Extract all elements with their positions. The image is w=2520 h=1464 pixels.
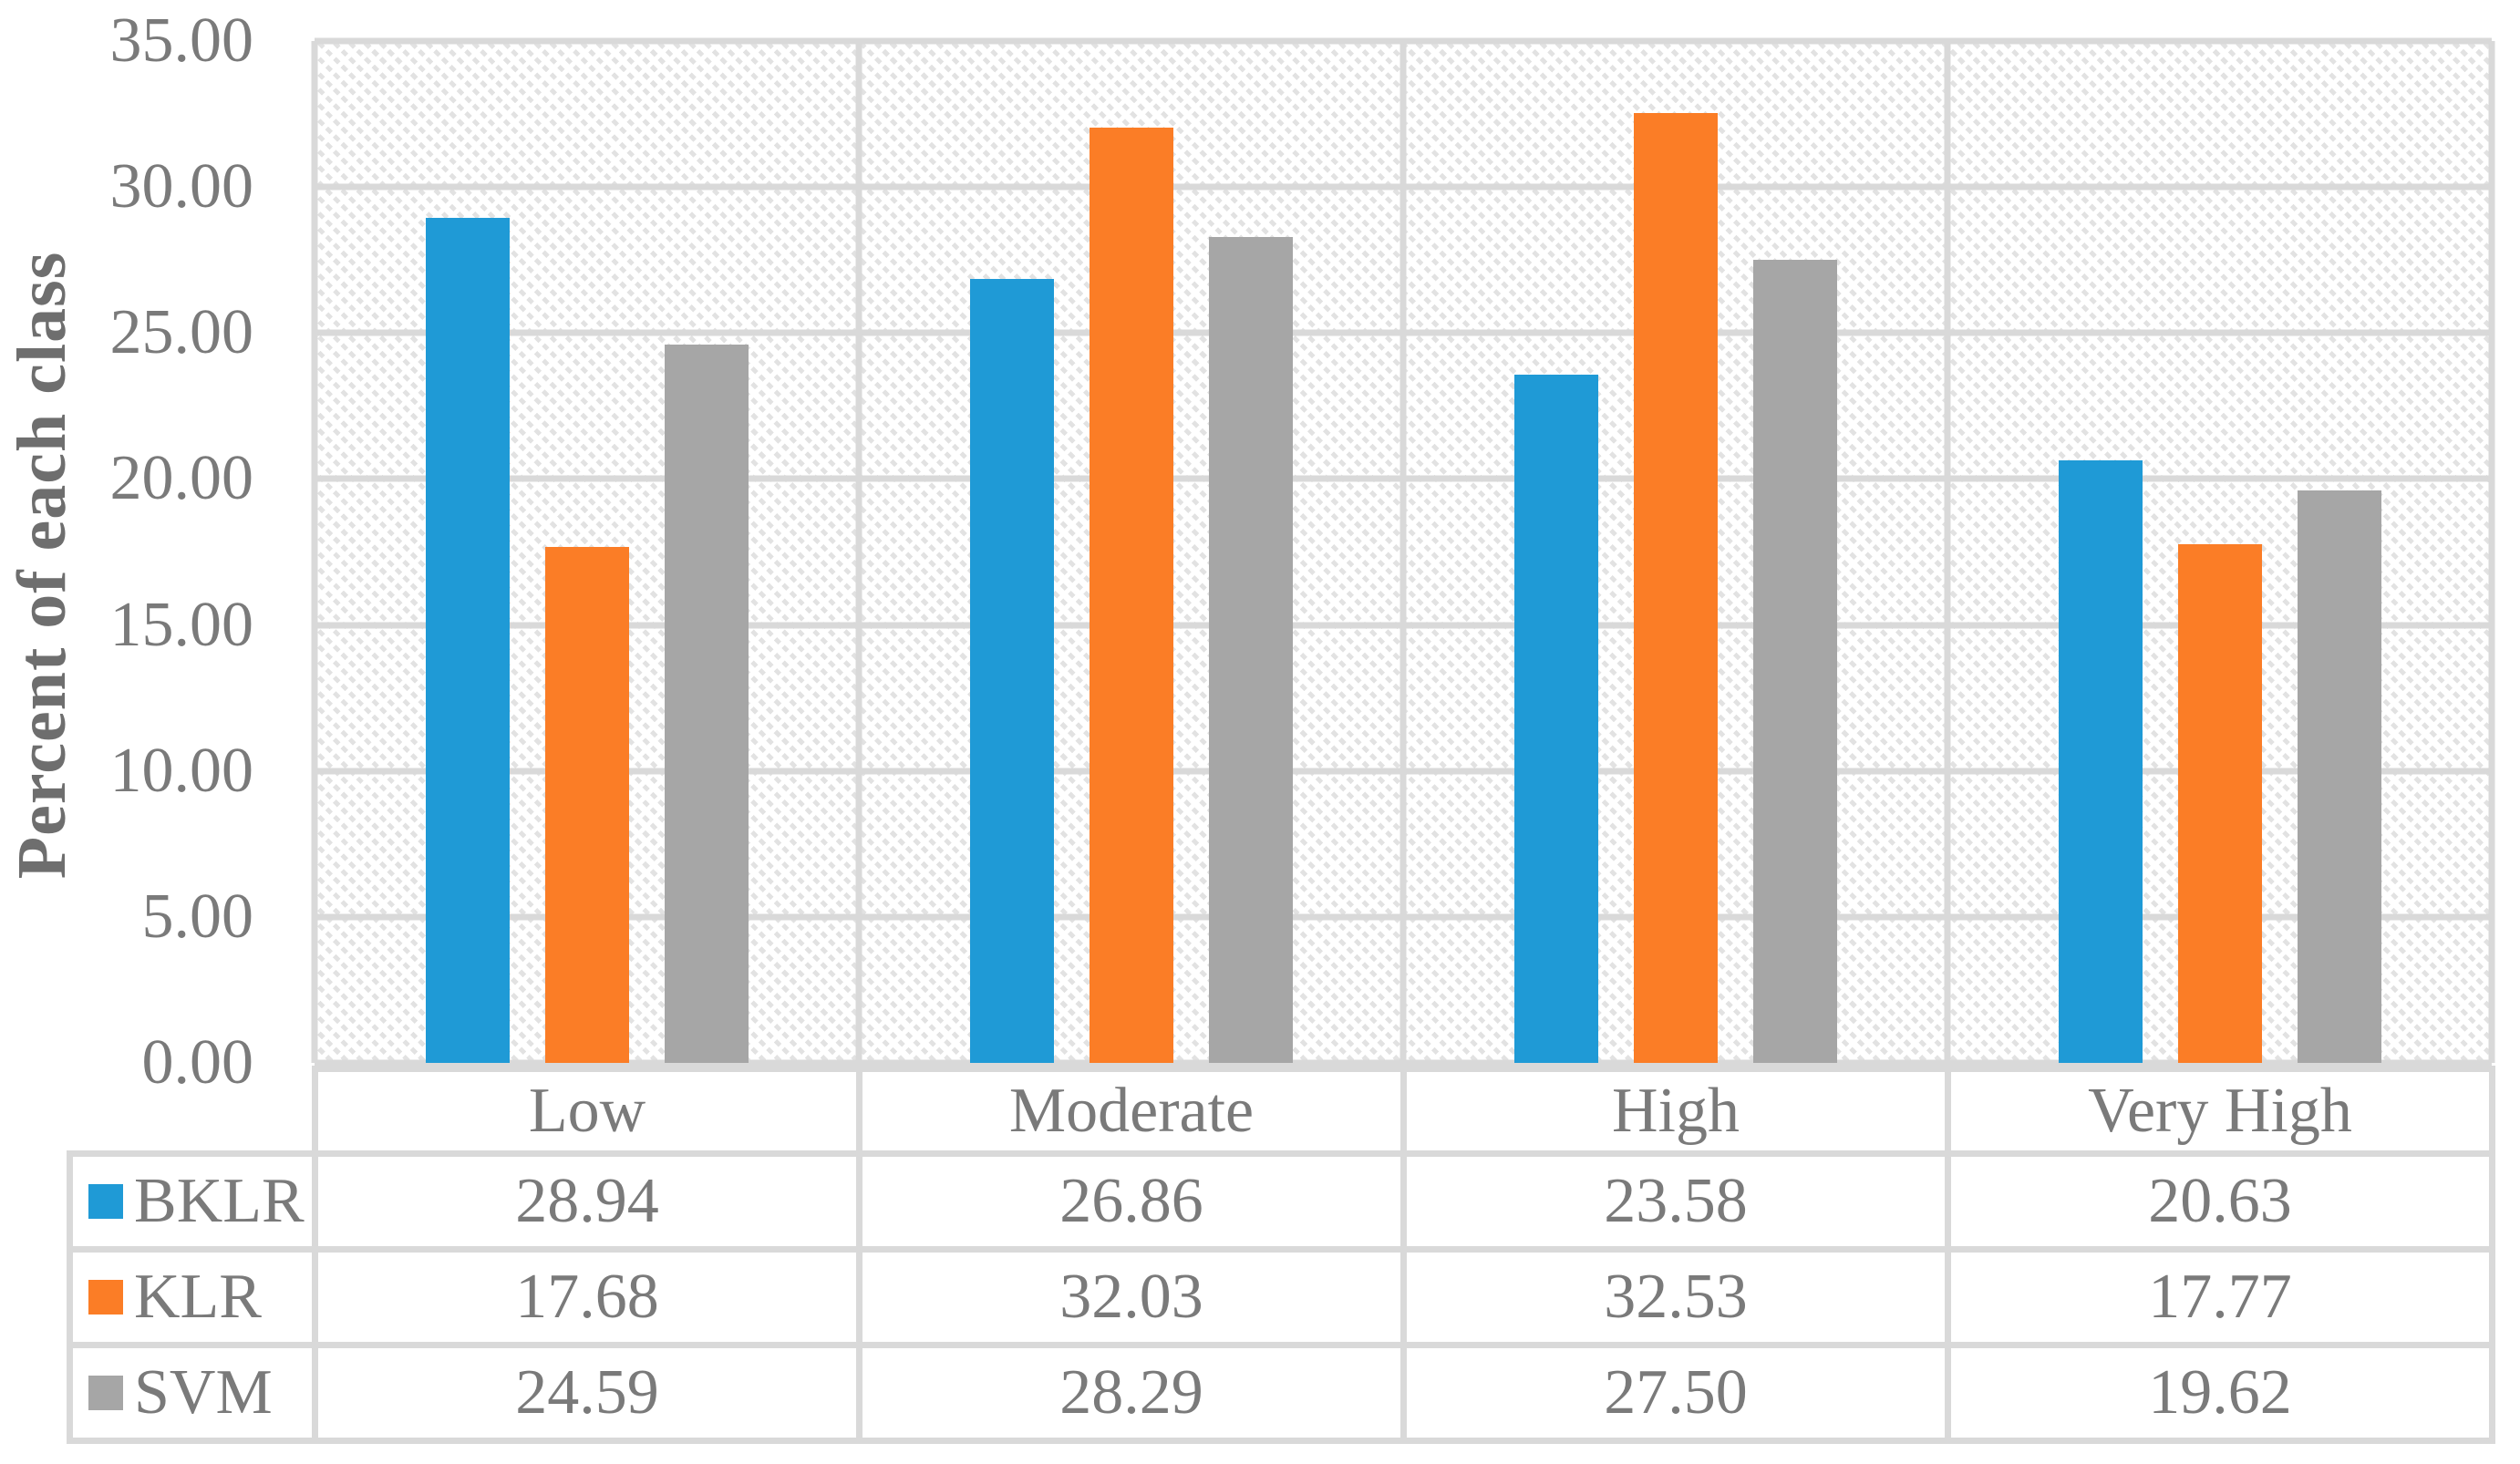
value-cell-svm-moderate: 28.29	[856, 1342, 1407, 1444]
bar-bklr-moderate	[969, 278, 1054, 1063]
legend-cell-klr: KLR	[67, 1246, 318, 1348]
category-header-low: Low	[312, 1066, 862, 1157]
vertical-gridline	[855, 41, 862, 1063]
bar-svm-low	[664, 345, 749, 1063]
vertical-gridline	[311, 41, 318, 1063]
legend-cell-svm: SVM	[67, 1342, 318, 1444]
y-tick-label-10.00: 10.00	[109, 735, 254, 806]
y-tick-label-20.00: 20.00	[109, 443, 254, 514]
category-header-very-high: Very High	[1945, 1066, 2495, 1157]
bar-bklr-very-high	[2058, 460, 2143, 1063]
legend-key-swatch-klr	[88, 1280, 123, 1315]
category-group-moderate	[859, 41, 1403, 1063]
y-axis-tick-labels: 35.00 30.00 25.00 20.00 15.00 10.00 5.00 0.00	[0, 9, 254, 1095]
y-tick-label-30.00: 30.00	[109, 151, 254, 222]
bar-klr-very-high	[2177, 543, 2262, 1063]
vertical-gridline	[2488, 41, 2495, 1063]
value-cell-klr-very-high: 17.77	[1945, 1246, 2495, 1348]
value-cell-svm-low: 24.59	[312, 1342, 862, 1444]
table-corner-cell	[70, 1069, 315, 1154]
bar-klr-moderate	[1089, 128, 1173, 1063]
bar-bklr-low	[425, 218, 510, 1063]
y-tick-label-25.00: 25.00	[109, 297, 254, 368]
category-group-very-high	[1947, 41, 2492, 1063]
value-cell-bklr-moderate: 26.86	[856, 1150, 1407, 1253]
y-tick-label-0.00: 0.00	[141, 1027, 254, 1098]
legend-key-swatch-bklr	[88, 1184, 123, 1219]
bar-svm-high	[1752, 260, 1837, 1063]
bar-bklr-high	[1513, 374, 1598, 1063]
legend-cell-bklr: BKLR	[67, 1150, 318, 1253]
legend-label-klr: KLR	[134, 1262, 262, 1332]
bar-klr-high	[1633, 113, 1718, 1063]
x-axis-line	[315, 1059, 2492, 1067]
vertical-gridline	[1399, 41, 1407, 1063]
value-cell-klr-low: 17.68	[312, 1246, 862, 1348]
legend-label-bklr: BKLR	[134, 1166, 305, 1236]
value-cell-bklr-high: 23.58	[1400, 1150, 1951, 1253]
table-row-klr: KLR 17.68 32.03 32.53 17.77	[67, 1246, 2495, 1348]
value-cell-klr-high: 32.53	[1400, 1246, 1951, 1348]
category-group-low	[315, 41, 859, 1063]
table-row-bklr: BKLR 28.94 26.86 23.58 20.63	[67, 1150, 2495, 1253]
bar-klr-low	[544, 546, 629, 1063]
bar-svm-moderate	[1208, 236, 1293, 1063]
y-tick-label-5.00: 5.00	[141, 881, 254, 952]
chart-data-table: Low Moderate High Very High BKLR 28.94 26.86 2…	[67, 1066, 2495, 1444]
y-tick-label-15.00: 15.00	[109, 589, 254, 660]
category-header-moderate: Moderate	[856, 1066, 1407, 1157]
bar-groups	[315, 41, 2492, 1063]
value-cell-svm-very-high: 19.62	[1945, 1342, 2495, 1444]
value-cell-bklr-low: 28.94	[312, 1150, 862, 1253]
legend-key-swatch-svm	[88, 1376, 123, 1410]
vertical-gridline	[1944, 41, 1951, 1063]
plot-area	[311, 37, 2495, 1067]
category-header-high: High	[1400, 1066, 1951, 1157]
category-group-high	[1403, 41, 1947, 1063]
y-tick-label-35.00: 35.00	[109, 5, 254, 76]
bar-svm-very-high	[2297, 490, 2381, 1063]
table-row-svm: SVM 24.59 28.29 27.50 19.62	[67, 1342, 2495, 1444]
value-cell-svm-high: 27.50	[1400, 1342, 1951, 1444]
legend-label-svm: SVM	[134, 1357, 273, 1428]
value-cell-bklr-very-high: 20.63	[1945, 1150, 2495, 1253]
value-cell-klr-moderate: 32.03	[856, 1246, 1407, 1348]
